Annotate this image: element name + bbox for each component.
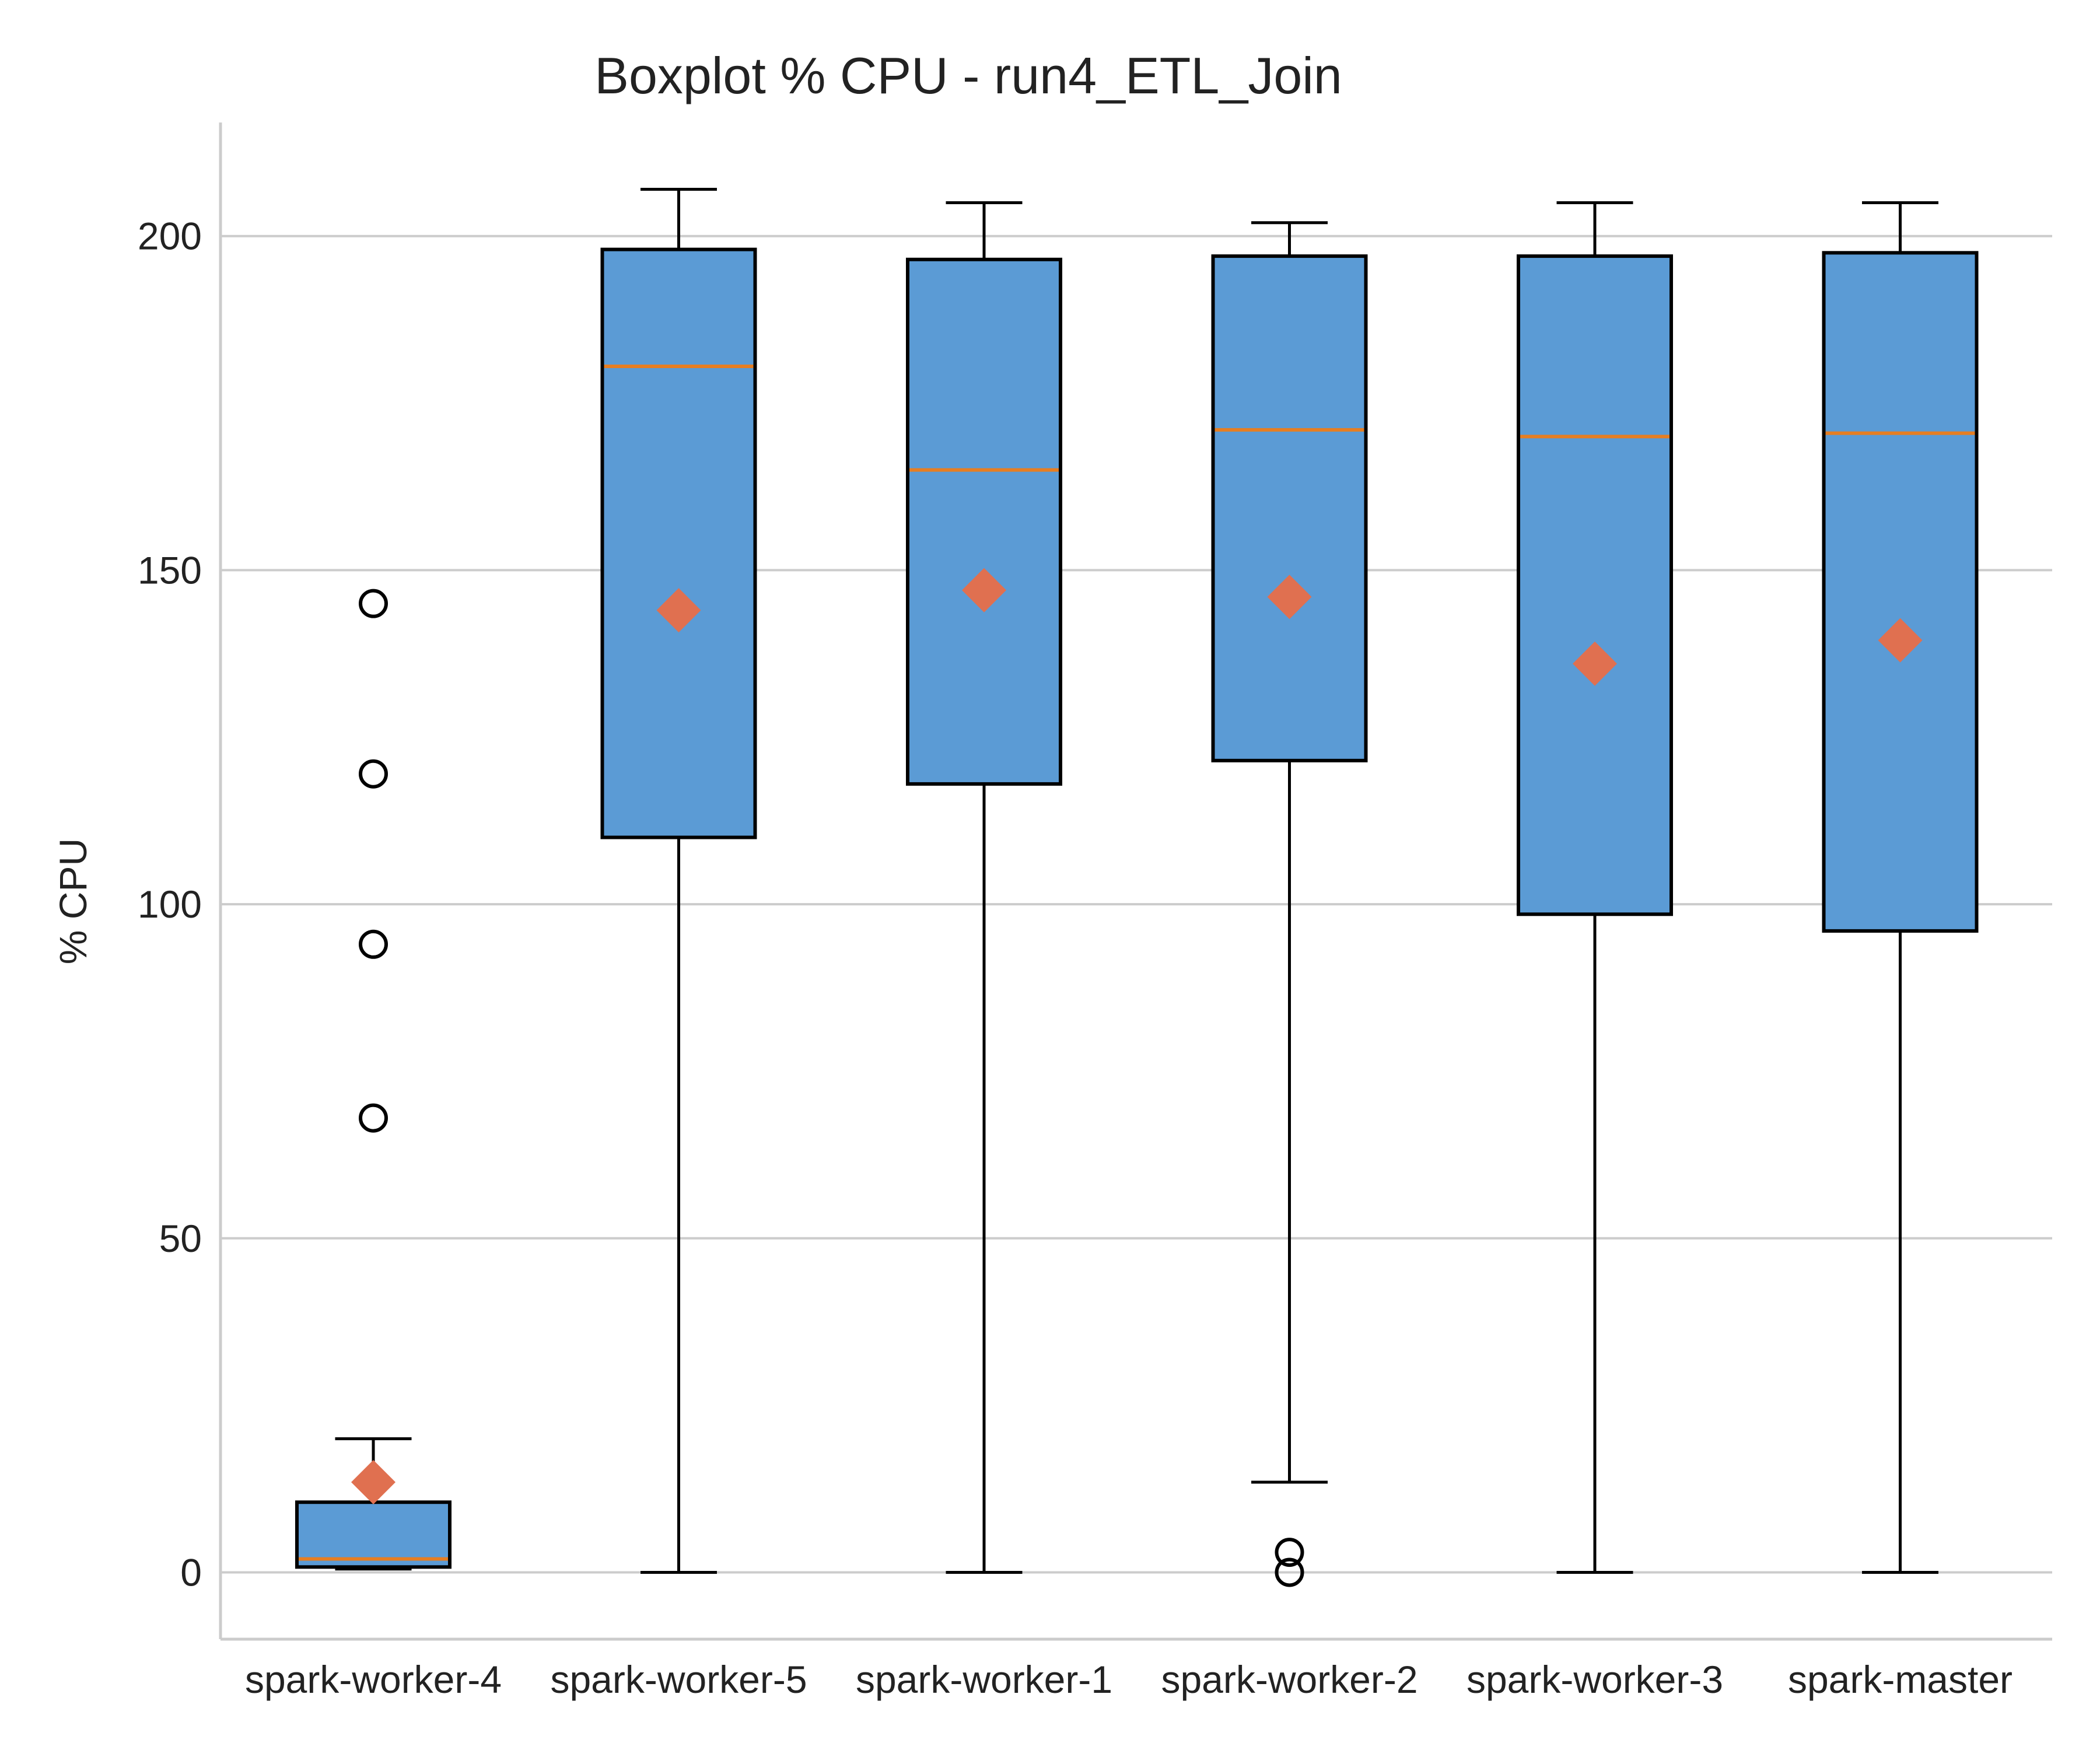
box-group [600,188,757,1574]
iqr-box [1822,251,1979,933]
x-tick-label: spark-worker-4 [245,1658,502,1701]
chart-title: Boxplot % CPU - run4_ETL_Join [594,47,1342,104]
outlier-point [1275,1558,1304,1587]
iqr-box [1517,254,1673,916]
x-tick-label: spark-worker-3 [1466,1658,1723,1701]
box-layer [295,188,1979,1587]
grid-layer [220,235,2052,1574]
x-tick-label: spark-master [1788,1658,2013,1701]
mean-marker [1573,641,1617,686]
box-group [1822,201,1979,1574]
mean-marker [351,1460,396,1504]
y-tick-label: 150 [138,548,202,592]
outlier-point [359,929,388,959]
mean-marker [656,588,701,633]
iqr-box [906,257,1062,786]
box-group [906,201,1062,1574]
x-tick-label: spark-worker-1 [856,1658,1112,1701]
y-tick-label: 0 [180,1550,202,1594]
y-tick-label: 100 [138,883,202,926]
box-group [1517,201,1673,1574]
outlier-point [359,589,388,618]
axis-layer [219,123,2052,1641]
box-group [295,589,452,1571]
label-layer: 0 50 100 150 200 spark-worker-4 spark-worker-5… [138,215,2013,1701]
y-tick-label: 200 [138,215,202,258]
mean-marker [1878,618,1923,663]
y-axis-label: % CPU [51,838,94,964]
iqr-box [295,1500,452,1569]
mean-marker [962,568,1006,612]
y-tick-label: 50 [159,1217,202,1260]
mean-marker [1267,575,1312,620]
box-group [1211,221,1368,1587]
iqr-box [1211,254,1368,762]
x-tick-label: spark-worker-5 [550,1658,807,1701]
iqr-box [600,247,757,839]
outlier-point [1275,1538,1304,1567]
x-tick-label: spark-worker-2 [1161,1658,1418,1701]
outlier-point [359,1103,388,1133]
outlier-point [359,759,388,789]
